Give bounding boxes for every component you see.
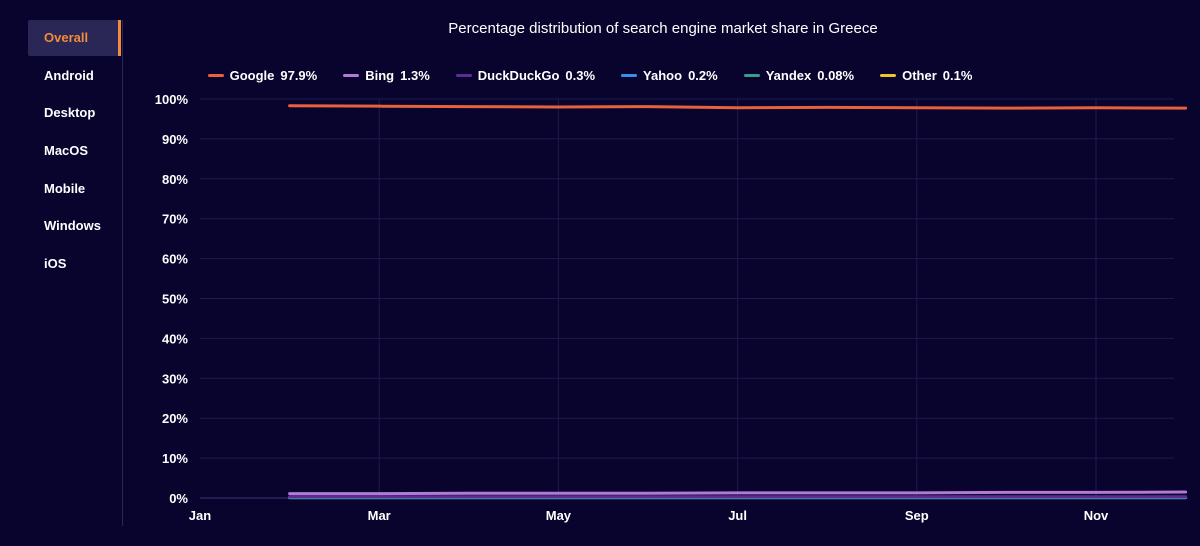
legend-swatch [880,74,897,77]
legend-series-value: 0.1% [942,68,973,83]
legend-series-name: Google [229,68,275,83]
sidebar-item-overall[interactable]: Overall [28,20,121,56]
platform-sidebar: Overall Android Desktop MacOS Mobile Win… [28,20,123,526]
y-tick-label: 20% [162,411,188,426]
x-tick-label: Sep [905,508,929,523]
series-line-bing [288,490,1188,496]
sidebar-item-android[interactable]: Android [44,67,94,83]
legend-swatch [621,74,638,77]
x-tick-label: Mar [368,508,391,523]
y-tick-label: 10% [162,451,188,466]
legend-swatch [455,74,472,77]
line-chart: 0% 10% 20% 30% 40% 50% 60% 70% 80% 90% 100% Jan Mar M… [155,92,1188,523]
legend-item-google[interactable]: Google 97.9% [207,68,318,83]
sidebar-item-ios[interactable]: iOS [44,256,67,272]
sidebar-item-desktop[interactable]: Desktop [44,105,96,121]
y-tick-label: 90% [162,132,188,147]
legend-series-name: Bing [365,68,395,83]
legend-item-yandex[interactable]: Yandex 0.08% [743,68,855,83]
legend-series-name: Yandex [765,68,812,83]
legend-swatch [743,74,760,77]
legend-item-yahoo[interactable]: Yahoo 0.2% [621,68,718,83]
x-tick-label: Nov [1084,508,1109,523]
y-tick-label: 40% [162,331,188,346]
y-tick-label: 50% [162,292,188,307]
chart-legend: Google 97.9% Bing 1.3% DuckDuckGo 0.3% Yahoo 0.… [130,68,1050,83]
legend-series-name: DuckDuckGo [477,68,560,83]
legend-series-value: 97.9% [280,68,318,83]
legend-series-name: Other [902,68,937,83]
legend-swatch [207,74,224,77]
legend-series-value: 0.2% [688,68,718,83]
sidebar-item-mobile[interactable]: Mobile [44,180,86,196]
legend-series-name: Yahoo [643,68,683,83]
sidebar-item-macos[interactable]: MacOS [44,143,89,159]
x-tick-label: Jul [728,508,747,523]
legend-series-value: 0.3% [565,68,596,83]
legend-swatch [343,74,360,77]
series-line-google [288,104,1188,110]
y-tick-label: 100% [155,92,189,107]
x-tick-label: May [546,508,572,523]
x-tick-label: Jan [189,508,211,523]
y-tick-label: 80% [162,172,188,187]
legend-series-value: 1.3% [400,68,430,83]
y-tick-label: 30% [162,371,188,386]
legend-item-bing[interactable]: Bing 1.3% [343,68,430,83]
sidebar-item-windows[interactable]: Windows [44,218,101,234]
chart-title: Percentage distribution of search engine… [448,20,878,37]
y-tick-label: 0% [169,491,188,506]
legend-item-duckduckgo[interactable]: DuckDuckGo 0.3% [455,68,596,83]
y-tick-label: 60% [162,252,188,267]
legend-item-other[interactable]: Other 0.1% [880,68,972,83]
legend-series-value: 0.08% [817,68,855,83]
y-tick-label: 70% [162,212,188,227]
chart-container: Percentage distribution of search engine… [130,0,1200,546]
